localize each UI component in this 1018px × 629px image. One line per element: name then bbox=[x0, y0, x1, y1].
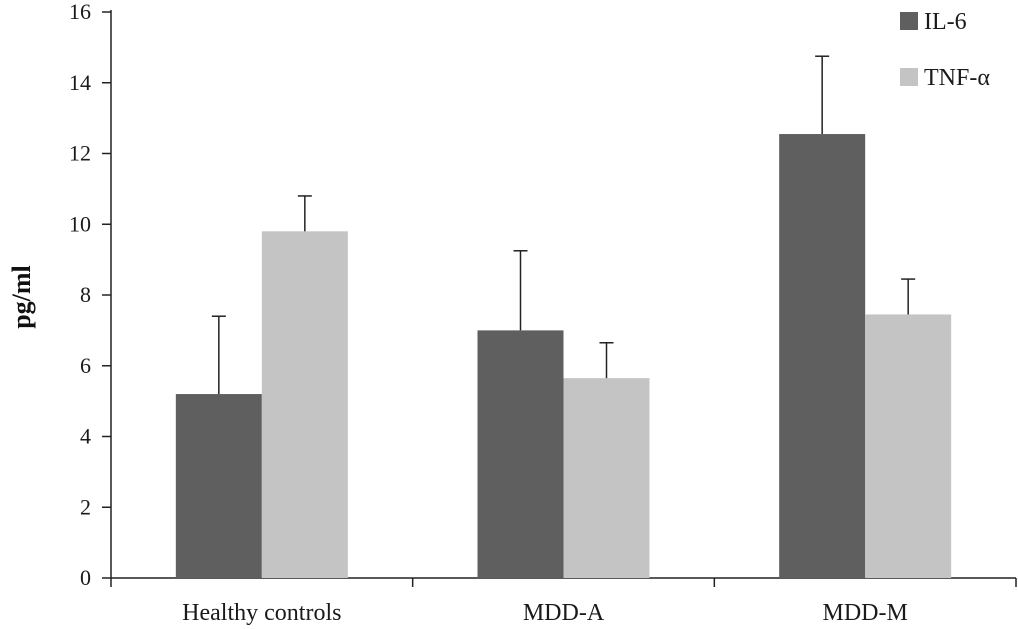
x-category-label: MDD-M bbox=[822, 600, 907, 626]
y-tick-label: 0 bbox=[80, 565, 91, 590]
legend-label: IL-6 bbox=[924, 9, 967, 35]
x-axis: Healthy controls MDD-A MDD-M bbox=[110, 577, 1017, 626]
error-bars bbox=[211, 55, 916, 395]
y-axis: 0 2 4 6 8 10 12 14 16 bbox=[69, 0, 112, 590]
x-category-label: Healthy controls bbox=[182, 600, 341, 626]
y-tick-label: 4 bbox=[80, 424, 91, 449]
bar-il6-2 bbox=[779, 134, 866, 578]
y-tick-label: 6 bbox=[80, 353, 91, 378]
legend-label: TNF-α bbox=[924, 65, 990, 91]
legend: IL-6 TNF-α bbox=[900, 9, 990, 91]
y-tick-label: 8 bbox=[80, 282, 91, 307]
y-tick-label: 2 bbox=[80, 494, 91, 519]
y-axis-label: pg/ml bbox=[7, 265, 36, 329]
y-tick-label: 10 bbox=[69, 211, 91, 236]
y-tick-label: 16 bbox=[69, 0, 91, 24]
bar-tnf-1 bbox=[563, 378, 650, 578]
bars bbox=[175, 134, 952, 578]
y-tick-label: 14 bbox=[69, 70, 91, 95]
legend-swatch bbox=[900, 68, 918, 86]
bar-tnf-2 bbox=[865, 314, 952, 578]
legend-swatch bbox=[900, 12, 918, 30]
x-category-label: MDD-A bbox=[523, 600, 605, 626]
bar-il6-0 bbox=[175, 394, 262, 578]
bar-il6-1 bbox=[477, 330, 564, 578]
y-tick-label: 12 bbox=[69, 141, 91, 166]
bar-tnf-0 bbox=[261, 231, 348, 578]
